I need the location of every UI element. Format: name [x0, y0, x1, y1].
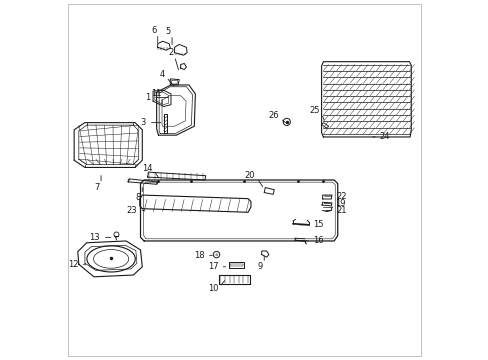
Text: 3: 3: [140, 118, 145, 127]
Text: 24: 24: [379, 132, 389, 141]
Text: 26: 26: [267, 111, 278, 120]
Text: 11: 11: [150, 89, 161, 98]
Text: 22: 22: [335, 192, 346, 201]
Text: 18: 18: [194, 251, 204, 260]
Text: 16: 16: [312, 237, 323, 246]
Text: 13: 13: [88, 233, 99, 242]
Text: 1: 1: [144, 93, 150, 102]
Text: 5: 5: [165, 27, 171, 36]
Text: 14: 14: [142, 164, 152, 173]
Text: 21: 21: [335, 206, 346, 215]
Text: 17: 17: [207, 262, 218, 271]
Text: 19: 19: [335, 199, 345, 208]
Text: 4: 4: [159, 71, 164, 80]
Text: 23: 23: [126, 206, 137, 215]
Text: 10: 10: [207, 284, 218, 293]
Text: 9: 9: [257, 262, 262, 271]
Text: 20: 20: [244, 171, 254, 180]
Text: 7: 7: [94, 183, 99, 192]
Text: 12: 12: [68, 260, 78, 269]
Text: 2: 2: [168, 48, 173, 57]
Text: 8: 8: [135, 193, 140, 202]
Text: 15: 15: [312, 220, 323, 229]
Text: 6: 6: [151, 26, 156, 35]
Text: 25: 25: [309, 106, 319, 115]
